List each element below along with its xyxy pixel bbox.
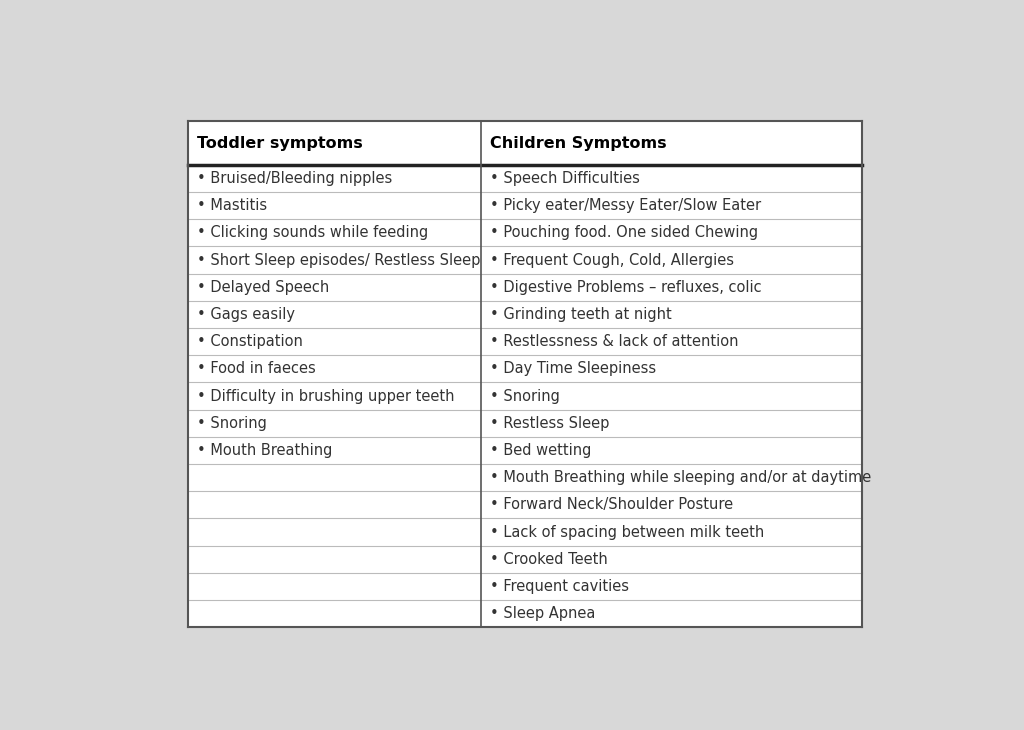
Text: • Restless Sleep: • Restless Sleep bbox=[490, 415, 610, 431]
Text: • Frequent cavities: • Frequent cavities bbox=[490, 579, 630, 594]
Text: • Delayed Speech: • Delayed Speech bbox=[197, 280, 330, 295]
Text: • Day Time Sleepiness: • Day Time Sleepiness bbox=[490, 361, 656, 377]
Text: • Bruised/Bleeding nipples: • Bruised/Bleeding nipples bbox=[197, 171, 392, 186]
Text: • Snoring: • Snoring bbox=[490, 388, 560, 404]
Text: • Mastitis: • Mastitis bbox=[197, 198, 267, 213]
Text: • Restlessness & lack of attention: • Restlessness & lack of attention bbox=[490, 334, 739, 349]
Text: • Sleep Apnea: • Sleep Apnea bbox=[490, 606, 596, 621]
Text: • Food in faeces: • Food in faeces bbox=[197, 361, 315, 377]
Text: • Picky eater/Messy Eater/Slow Eater: • Picky eater/Messy Eater/Slow Eater bbox=[490, 198, 762, 213]
Text: • Digestive Problems – refluxes, colic: • Digestive Problems – refluxes, colic bbox=[490, 280, 762, 295]
Text: • Snoring: • Snoring bbox=[197, 415, 267, 431]
Text: • Crooked Teeth: • Crooked Teeth bbox=[490, 552, 608, 566]
Text: • Lack of spacing between milk teeth: • Lack of spacing between milk teeth bbox=[490, 525, 765, 539]
Text: • Constipation: • Constipation bbox=[197, 334, 303, 349]
Text: • Grinding teeth at night: • Grinding teeth at night bbox=[490, 307, 672, 322]
Text: • Clicking sounds while feeding: • Clicking sounds while feeding bbox=[197, 226, 428, 240]
Text: • Mouth Breathing: • Mouth Breathing bbox=[197, 443, 333, 458]
Bar bbox=[187, 121, 862, 627]
Text: • Gags easily: • Gags easily bbox=[197, 307, 295, 322]
Text: • Forward Neck/Shoulder Posture: • Forward Neck/Shoulder Posture bbox=[490, 497, 733, 512]
Text: • Pouching food. One sided Chewing: • Pouching food. One sided Chewing bbox=[490, 226, 759, 240]
Text: • Mouth Breathing while sleeping and/or at daytime: • Mouth Breathing while sleeping and/or … bbox=[490, 470, 871, 485]
Text: • Difficulty in brushing upper teeth: • Difficulty in brushing upper teeth bbox=[197, 388, 455, 404]
Text: Toddler symptoms: Toddler symptoms bbox=[197, 136, 362, 150]
Text: Children Symptoms: Children Symptoms bbox=[490, 136, 667, 150]
Text: • Bed wetting: • Bed wetting bbox=[490, 443, 592, 458]
Text: • Speech Difficulties: • Speech Difficulties bbox=[490, 171, 640, 186]
Text: • Frequent Cough, Cold, Allergies: • Frequent Cough, Cold, Allergies bbox=[490, 253, 734, 267]
Text: • Short Sleep episodes/ Restless Sleep: • Short Sleep episodes/ Restless Sleep bbox=[197, 253, 480, 267]
